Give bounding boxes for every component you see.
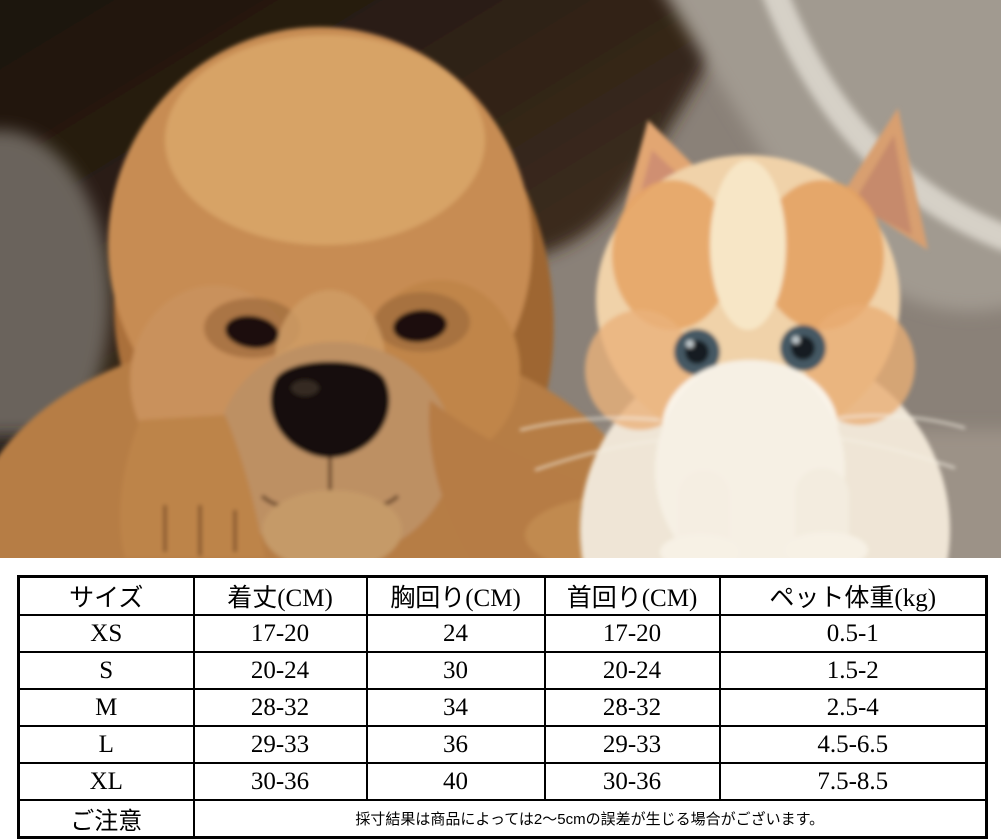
size-row-s: S 20-24 30 20-24 1.5-2 (17, 651, 988, 690)
kitten-paws (660, 468, 868, 558)
neck-cell: 30-36 (543, 762, 721, 801)
kitten-right-cheek (805, 305, 915, 425)
note-text: 採寸結果は商品によっては2～5cmの誤差が生じる場合がございます。 (192, 799, 988, 839)
column-header-weight: ペット体重(kg) (718, 575, 988, 616)
neck-cell: 20-24 (543, 651, 721, 690)
size-row-xs: XS 17-20 24 17-20 0.5-1 (17, 614, 988, 653)
chest-cell: 36 (365, 725, 546, 764)
header-row: サイズ 着丈(CM) 胸回り(CM) 首回り(CM) ペット体重(kg) (17, 575, 988, 616)
neck-cell: 28-32 (543, 688, 721, 727)
length-cell: 30-36 (192, 762, 368, 801)
puppy-eyes (225, 309, 447, 349)
size-cell: S (17, 651, 195, 690)
kitten-whiskers (519, 414, 966, 471)
column-header-size: サイズ (17, 575, 195, 616)
column-header-chest: 胸回り(CM) (365, 575, 546, 616)
length-cell: 20-24 (192, 651, 368, 690)
size-cell: XS (17, 614, 195, 653)
size-row-l: L 29-33 36 29-33 4.5-6.5 (17, 725, 988, 764)
weight-cell: 2.5-4 (718, 688, 988, 727)
kitten-tabby-left (612, 180, 732, 330)
size-cell: M (17, 688, 195, 727)
column-header-length: 着丈(CM) (192, 575, 368, 616)
length-cell: 28-32 (192, 688, 368, 727)
weight-cell: 4.5-6.5 (718, 725, 988, 764)
size-row-m: M 28-32 34 28-32 2.5-4 (17, 688, 988, 727)
pets-photo-illustration (0, 0, 1001, 558)
length-cell: 17-20 (192, 614, 368, 653)
weight-cell: 7.5-8.5 (718, 762, 988, 801)
kitten-illustration (519, 108, 966, 558)
neck-cell: 29-33 (543, 725, 721, 764)
column-header-neck: 首回り(CM) (543, 575, 721, 616)
pets-photo (0, 0, 1001, 558)
kitten-tabby-right (760, 180, 884, 330)
chest-cell: 40 (365, 762, 546, 801)
size-chart-table: サイズ 着丈(CM) 胸回り(CM) 首回り(CM) ペット体重(kg) XS … (17, 575, 988, 839)
note-row: ご注意 採寸結果は商品によっては2～5cmの誤差が生じる場合がございます。 (17, 799, 988, 839)
kitten-blaze (710, 160, 786, 330)
size-cell: L (17, 725, 195, 764)
puppy-chin (262, 490, 402, 558)
weight-cell: 0.5-1 (718, 614, 988, 653)
puppy-nose-highlight (291, 380, 319, 396)
length-cell: 29-33 (192, 725, 368, 764)
neck-cell: 17-20 (543, 614, 721, 653)
note-label: ご注意 (17, 799, 195, 839)
puppy-forehead (165, 35, 485, 245)
weight-cell: 1.5-2 (718, 651, 988, 690)
kitten-left-cheek (585, 310, 695, 430)
size-row-xl: XL 30-36 40 30-36 7.5-8.5 (17, 762, 988, 801)
puppy-illustration (0, 27, 800, 558)
kitten-eyes (674, 325, 826, 375)
size-cell: XL (17, 762, 195, 801)
bag-edge-highlight (763, 0, 1001, 251)
chest-cell: 34 (365, 688, 546, 727)
chest-cell: 24 (365, 614, 546, 653)
chest-cell: 30 (365, 651, 546, 690)
